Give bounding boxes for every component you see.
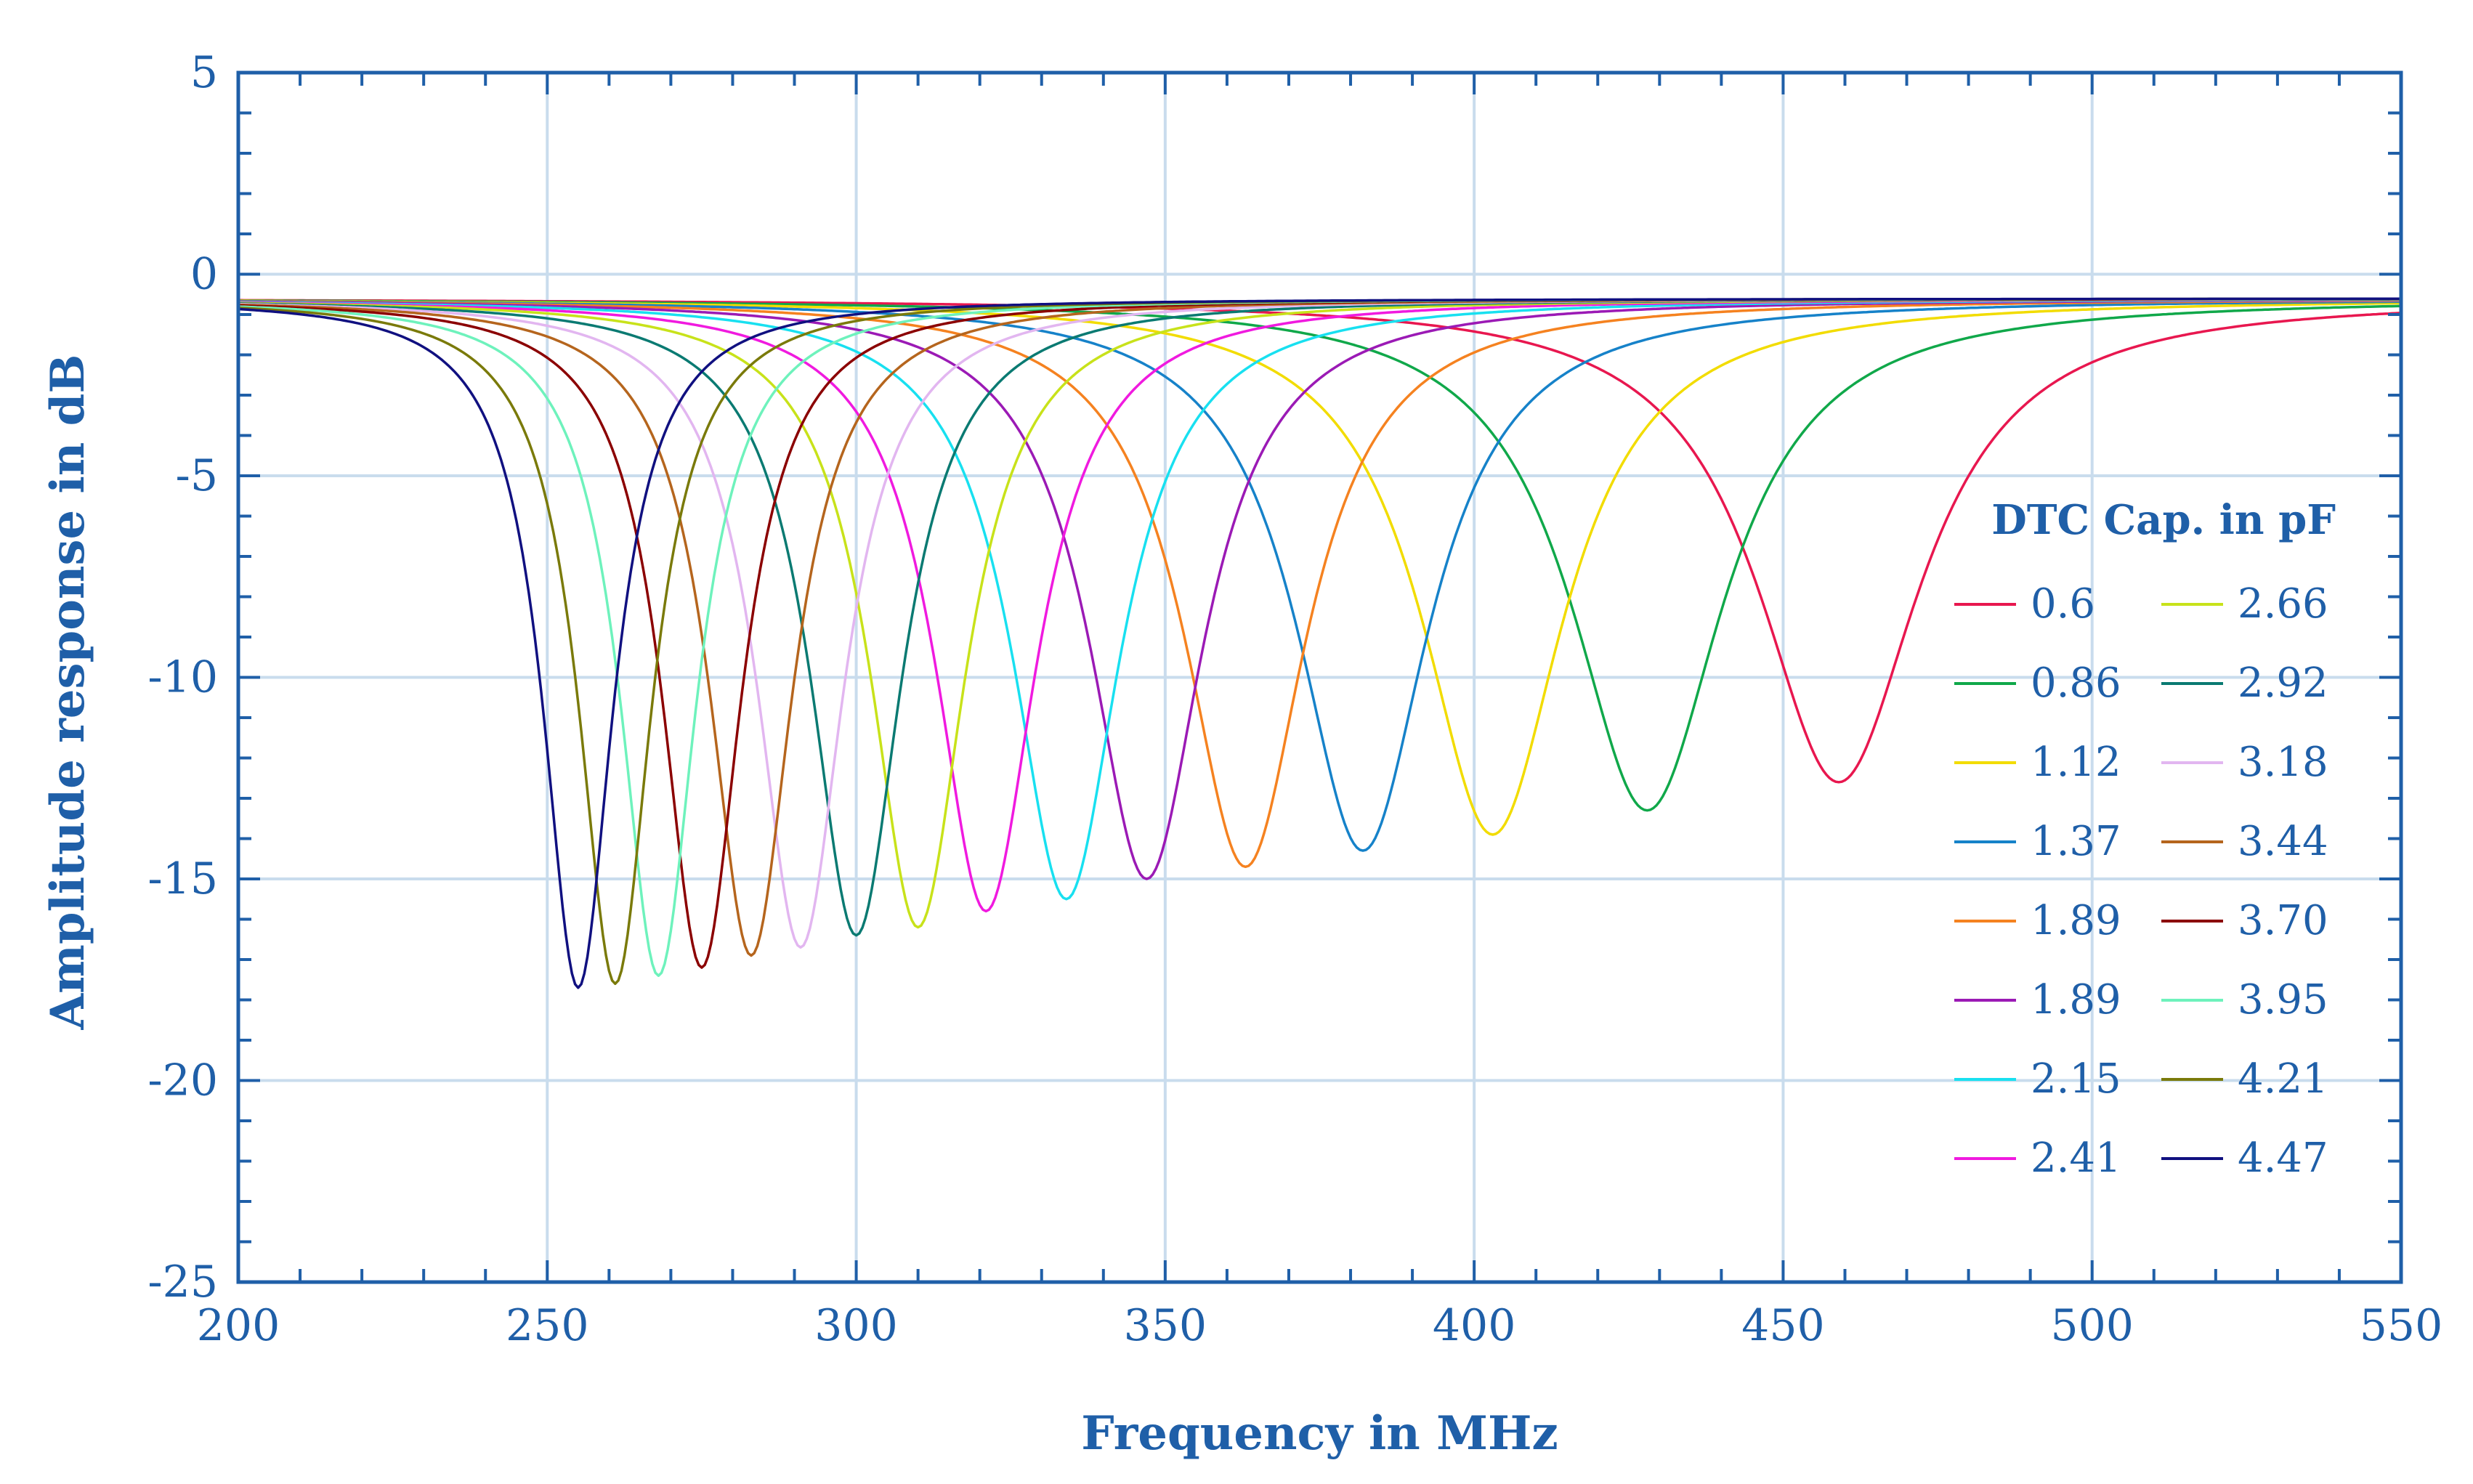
x-tick-label: 400 — [1433, 1300, 1516, 1351]
series-line-1-37 — [238, 299, 2402, 852]
x-tick-label: 250 — [506, 1300, 589, 1351]
series-line-4-47 — [238, 297, 2401, 989]
y-tick-label: -15 — [147, 853, 218, 904]
x-tick-label: 450 — [1741, 1300, 1825, 1351]
series-line-3-70 — [238, 297, 2401, 969]
legend-label: 3.95 — [2238, 976, 2328, 1023]
legend-label: 2.66 — [2238, 580, 2328, 628]
x-axis-title: Frequency in MHz — [1081, 1406, 1558, 1461]
y-axis-title: Amplitude response in dB — [41, 354, 95, 1030]
legend-label: 2.41 — [2031, 1135, 2121, 1182]
x-tick-label: 200 — [197, 1300, 280, 1351]
legend-label: 1.37 — [2031, 818, 2121, 865]
y-tick-label: -25 — [147, 1257, 218, 1307]
series-line-1-89 — [238, 299, 2401, 869]
series-line-3-95 — [238, 297, 2401, 977]
x-tick-label: 500 — [2050, 1300, 2134, 1351]
legend-label: 4.47 — [2238, 1135, 2328, 1182]
legend-label: 1.12 — [2031, 739, 2121, 786]
legend-label: 0.6 — [2031, 580, 2095, 628]
legend: DTC Cap. in pF 0.6 0.86 1.12 1.37 1.89 1.89 2.… — [1954, 496, 2336, 1182]
legend-label: 3.44 — [2238, 818, 2328, 865]
grid — [238, 73, 2401, 1282]
legend-label: 0.86 — [2031, 660, 2121, 707]
y-tick-labels: 5 0 -5 -10 -15 -20 -25 — [147, 47, 218, 1307]
x-tick-label: 300 — [814, 1300, 898, 1351]
y-tick-label: 5 — [190, 47, 218, 98]
y-tick-label: -20 — [147, 1055, 218, 1106]
series-group — [238, 297, 2402, 989]
legend-label: 2.15 — [2031, 1055, 2121, 1103]
legend-title: DTC Cap. in pF — [1991, 496, 2336, 544]
y-tick-label: 0 — [190, 249, 218, 300]
legend-label: 3.18 — [2238, 739, 2328, 786]
y-tick-label: -10 — [147, 652, 218, 703]
legend-label: 2.92 — [2238, 660, 2328, 707]
y-tick-label: -5 — [176, 450, 218, 501]
series-line-4-21 — [238, 297, 2401, 986]
legend-label: 3.70 — [2238, 897, 2328, 944]
x-tick-labels: 200 250 300 350 400 450 500 550 — [197, 1300, 2443, 1351]
x-tick-label: 550 — [2360, 1300, 2443, 1351]
legend-label: 1.89 — [2031, 976, 2121, 1023]
x-tick-label: 350 — [1124, 1300, 1207, 1351]
legend-label: 4.21 — [2238, 1055, 2328, 1103]
legend-label: 1.89 — [2031, 897, 2121, 944]
tick-marks — [237, 71, 2403, 1284]
